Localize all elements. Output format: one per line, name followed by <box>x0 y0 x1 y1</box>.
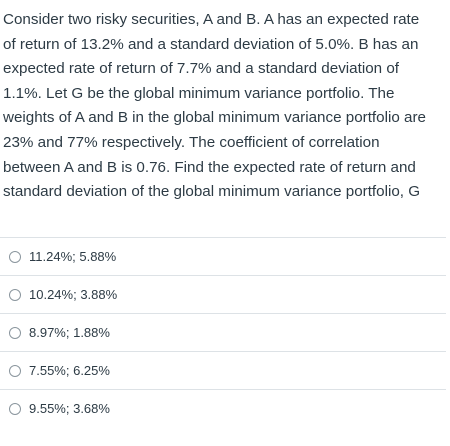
answer-option-5[interactable]: 9.55%; 3.68% <box>0 389 446 427</box>
answer-option-1[interactable]: 11.24%; 5.88% <box>0 237 446 275</box>
answer-option-3[interactable]: 8.97%; 1.88% <box>0 313 446 351</box>
question-line: standard deviation of the global minimum… <box>3 183 421 201</box>
answer-label: 8.97%; 1.88% <box>29 325 110 340</box>
radio-button[interactable] <box>9 288 21 301</box>
question-line: of return of 13.2% and a standard deviat… <box>3 35 419 53</box>
answer-option-2[interactable]: 10.24%; 3.88% <box>0 275 446 313</box>
answer-list: 11.24%; 5.88% 10.24%; 3.88% 8.97%; 1.88%… <box>0 237 446 427</box>
question-line: weights of A and B in the global minimum… <box>3 109 426 127</box>
radio-button[interactable] <box>9 364 21 377</box>
answer-label: 7.55%; 6.25% <box>29 363 110 378</box>
question-line: 23% and 77% respectively. The coefficien… <box>3 133 380 151</box>
question-text: Consider two risky securities, A and B. … <box>3 8 449 205</box>
answer-label: 10.24%; 3.88% <box>29 287 118 302</box>
question-line: Consider two risky securities, A and B. … <box>3 11 420 28</box>
radio-button[interactable] <box>9 250 21 263</box>
radio-button[interactable] <box>9 326 21 339</box>
question-line: 1.1%. Let G be the global minimum varian… <box>3 84 395 102</box>
question-line: expected rate of return of 7.7% and a st… <box>3 60 399 78</box>
radio-button[interactable] <box>9 402 21 415</box>
answer-option-4[interactable]: 7.55%; 6.25% <box>0 351 446 389</box>
answer-label: 11.24%; 5.88% <box>29 249 117 264</box>
answer-label: 9.55%; 3.68% <box>29 401 110 416</box>
question-line: between A and B is 0.76. Find the expect… <box>3 158 416 176</box>
